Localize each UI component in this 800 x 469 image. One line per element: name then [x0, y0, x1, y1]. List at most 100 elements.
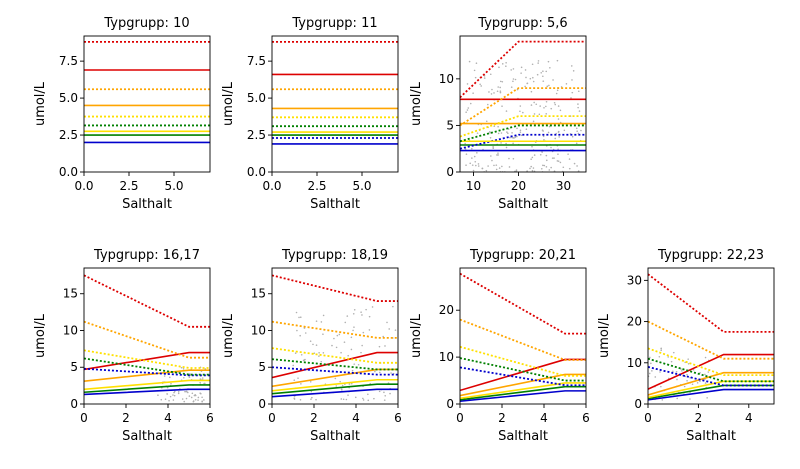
- scatter-point: [576, 130, 578, 133]
- scatter-point: [686, 373, 688, 376]
- scatter-point: [188, 376, 191, 378]
- axes-frame: [271, 35, 399, 173]
- y-axis-label: umol/L: [409, 81, 424, 126]
- scatter-point: [386, 321, 388, 324]
- x-tick-label: 2: [695, 411, 703, 425]
- x-tick-label: 4: [164, 411, 172, 425]
- scatter-point: [501, 63, 504, 65]
- scatter-point: [571, 79, 573, 81]
- y-axis-label: umol/L: [221, 81, 236, 126]
- scatter-point: [516, 127, 518, 130]
- y-tick-label: 5.0: [59, 91, 78, 105]
- scatter-point: [509, 136, 511, 139]
- series-green-dotted: [460, 357, 586, 382]
- scatter-point: [471, 164, 474, 166]
- scatter-point: [501, 105, 503, 107]
- scatter-point: [497, 132, 500, 135]
- x-axis-label: Salthalt: [498, 197, 548, 212]
- x-tick-label: 4: [745, 411, 753, 425]
- scatter-point: [557, 130, 560, 133]
- scatter-point: [524, 69, 527, 71]
- subplot-2: 0.0 2.5 5.0 0.0 2.5 5.0 7.5 Typgrupp: 11 Salthal…: [221, 16, 399, 212]
- scatter-point: [550, 146, 552, 149]
- subplot-title: Typgrupp: 11: [291, 16, 377, 31]
- series-orange-dotted: [84, 320, 210, 359]
- scatter-point: [539, 105, 541, 107]
- scatter-point: [575, 127, 578, 130]
- scatter-point: [320, 321, 323, 323]
- scatter-point: [514, 78, 517, 81]
- scatter-point: [318, 351, 320, 354]
- scatter-point: [360, 311, 362, 313]
- scatter-point: [352, 312, 355, 315]
- scatter-point: [507, 132, 509, 135]
- scatter-point: [505, 142, 507, 145]
- scatter-point: [704, 382, 707, 384]
- scatter-point: [531, 63, 534, 66]
- scatter-point: [367, 393, 369, 396]
- scatter-point: [542, 70, 544, 72]
- scatter-point: [576, 165, 578, 167]
- scatter-point: [548, 84, 550, 87]
- subplot-3: 10 20 30 0 5 10 Typgrupp: 5,6 Salthalt umol/L: [409, 16, 587, 212]
- scatter-point: [197, 399, 199, 401]
- scatter-point: [550, 107, 553, 110]
- subplot-title: Typgrupp: 22,23: [657, 248, 764, 263]
- scatter-point: [490, 93, 493, 95]
- x-tick-label: 2.5: [119, 179, 138, 193]
- scatter-point: [520, 72, 522, 74]
- scatter-point: [577, 103, 579, 105]
- scatter-point: [552, 79, 554, 81]
- scatter-point: [204, 368, 207, 370]
- scatter-point: [512, 80, 514, 83]
- scatter-point: [699, 371, 701, 374]
- scatter-point: [559, 161, 562, 164]
- scatter-point: [542, 80, 545, 82]
- scatter-point: [383, 399, 386, 401]
- scatter-point: [556, 160, 559, 162]
- scatter-point: [557, 160, 560, 162]
- x-tick-label: 0: [644, 411, 652, 425]
- scatter-point: [467, 107, 470, 109]
- scatter-point: [177, 392, 180, 395]
- scatter-point: [476, 152, 478, 154]
- scatter-point: [497, 86, 500, 88]
- scatter-point: [532, 120, 535, 123]
- series-blue-dotted: [84, 367, 210, 377]
- subplot-4: 0 2 4 6 0 5 10 15 Typgrupp: 16,17 Salthalt umol/L: [33, 248, 214, 444]
- y-tick-label: 20: [627, 315, 642, 329]
- scatter-point: [185, 390, 188, 393]
- series-blue-solid: [648, 388, 774, 401]
- x-tick-label: 30: [556, 179, 571, 193]
- scatter-point: [172, 399, 175, 401]
- scatter-point: [680, 368, 682, 370]
- scatter-point: [533, 101, 535, 104]
- x-tick-label: 0: [456, 411, 464, 425]
- x-tick-label: 2: [310, 411, 318, 425]
- scatter-point: [477, 163, 480, 165]
- scatter-point: [532, 76, 534, 79]
- scatter-point: [513, 137, 515, 139]
- scatter-point: [519, 131, 522, 133]
- scatter-point: [538, 113, 541, 116]
- scatter-point: [533, 154, 536, 156]
- scatter-point: [691, 383, 694, 386]
- series-red-solid: [84, 351, 210, 371]
- series-red-dotted: [272, 274, 398, 302]
- scatter-point: [489, 73, 492, 76]
- scatter-point: [335, 346, 338, 349]
- x-tick-label: 0.0: [262, 179, 281, 193]
- scatter-point: [556, 59, 559, 62]
- scatter-point: [360, 351, 362, 354]
- scatter-point: [689, 398, 691, 400]
- scatter-point: [318, 355, 320, 357]
- scatter-point: [501, 80, 504, 83]
- scatter-point: [160, 398, 163, 401]
- scatter-point: [362, 331, 365, 334]
- scatter-point: [543, 138, 545, 141]
- scatter-point: [514, 136, 517, 139]
- scatter-point: [361, 344, 363, 347]
- scatter-point: [296, 329, 298, 332]
- scatter-point: [315, 398, 317, 401]
